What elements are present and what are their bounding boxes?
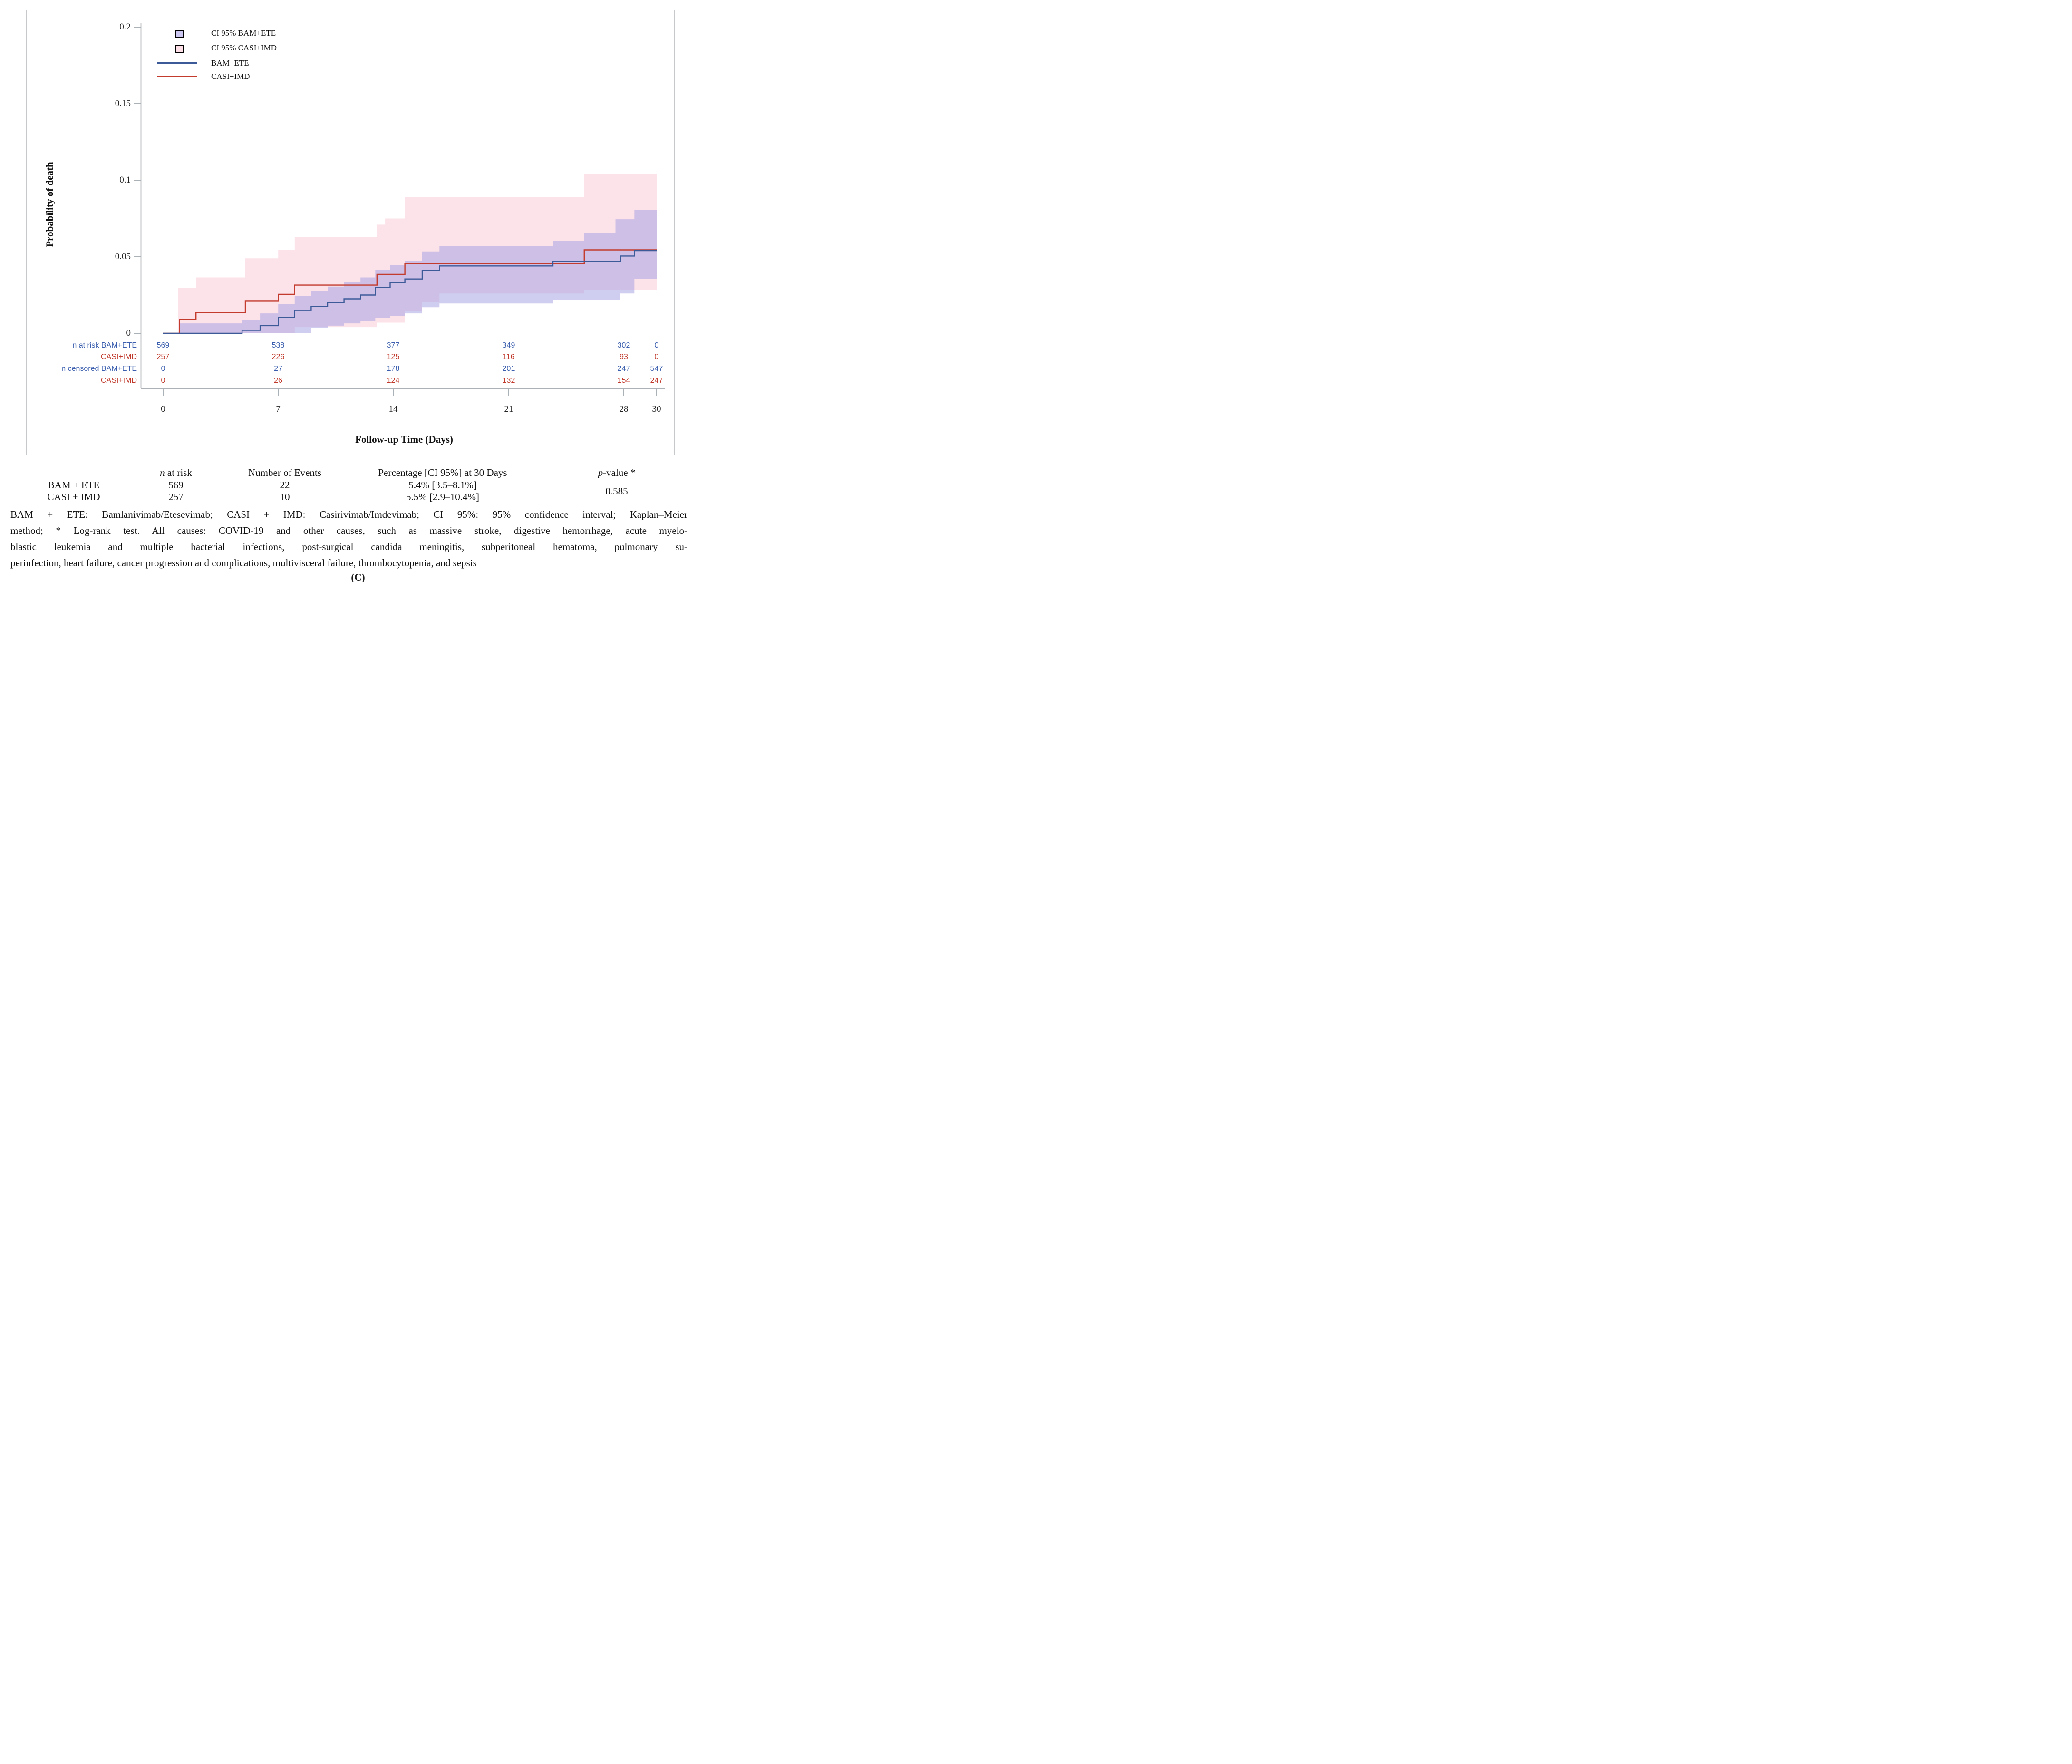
- x-tick-label-30: 30: [652, 404, 661, 414]
- footnote-line-4: perinfection, heart failure, cancer prog…: [10, 557, 477, 569]
- summary-header-events: Number of Events: [248, 467, 321, 478]
- summary-header-n-rest: at risk: [165, 467, 192, 478]
- summary-natrisk-casiimd: 257: [168, 491, 184, 503]
- risk-value: 93: [620, 353, 628, 361]
- risk-value: 0: [654, 353, 659, 361]
- summary-pvalue: 0.585: [605, 485, 628, 497]
- risk-row-label-natrisk-bamete: n at risk BAM+ETE: [72, 341, 137, 349]
- km-curve-CASI+IMD: [163, 249, 657, 334]
- risk-value: 26: [274, 377, 282, 385]
- risk-value: 0: [654, 341, 659, 349]
- footnote-line-3: blastic leukemia and multiple bacterial …: [10, 541, 687, 552]
- x-tick-label-14: 14: [388, 404, 398, 414]
- x-tick-label-21: 21: [504, 404, 513, 414]
- risk-value: 257: [156, 353, 170, 361]
- risk-value: 27: [274, 365, 282, 373]
- y-axis-title: Probability of death: [44, 162, 56, 247]
- risk-row-label-ncensored-bamete: n censored BAM+ETE: [61, 365, 137, 373]
- summary-natrisk-bamete: 569: [168, 479, 184, 491]
- summary-row-label-casiimd: CASI + IMD: [47, 491, 100, 503]
- y-tick-label-0_1: 0.1: [119, 175, 131, 185]
- risk-value: 116: [503, 353, 515, 361]
- summary-events-bamete: 22: [280, 479, 290, 491]
- legend-swatch-line-casiimd: [157, 76, 197, 77]
- risk-row-label-natrisk-casiimd: CASI+IMD: [100, 353, 137, 361]
- legend-swatch-ci-bamete: [175, 30, 184, 38]
- risk-value: 178: [387, 365, 400, 373]
- legend-swatch-line-bamete: [157, 62, 197, 64]
- x-tick-label-28: 28: [619, 404, 629, 414]
- legend-label-bamete: BAM+ETE: [211, 58, 249, 68]
- x-tick-label-0: 0: [161, 404, 165, 414]
- legend-swatch-ci-casiimd: [175, 45, 184, 53]
- summary-percentage-bamete: 5.4% [3.5–8.1%]: [408, 479, 477, 491]
- risk-value: 154: [617, 377, 630, 385]
- km-curve-BAM+ETE: [163, 250, 657, 334]
- risk-value: 247: [617, 365, 630, 373]
- risk-value: 302: [617, 341, 630, 349]
- y-tick-label-0_15: 0.15: [115, 98, 131, 108]
- risk-value: 569: [156, 341, 170, 349]
- x-axis-title: Follow-up Time (Days): [355, 434, 453, 445]
- legend-label-casiimd: CASI+IMD: [211, 72, 250, 81]
- summary-header-percentage: Percentage [CI 95%] at 30 Days: [378, 467, 507, 478]
- legend-label-ci-bamete: CI 95% BAM+ETE: [211, 29, 276, 38]
- ci-band: [179, 210, 657, 333]
- summary-header-pvalue: p-value *: [574, 466, 659, 479]
- y-tick-label-0: 0: [126, 328, 131, 338]
- risk-value: 0: [161, 365, 165, 373]
- summary-header-n-italic: n: [160, 467, 165, 478]
- summary-header-n-at-risk: n at risk: [133, 466, 219, 479]
- risk-value: 538: [271, 341, 285, 349]
- footnote-line-2: method; * Log-rank test. All causes: COV…: [10, 525, 687, 536]
- x-tick-label-7: 7: [276, 404, 281, 414]
- risk-value: 547: [650, 365, 663, 373]
- summary-row-label-bamete: BAM + ETE: [48, 479, 100, 491]
- risk-value: 124: [387, 377, 400, 385]
- y-tick-label-0_2: 0.2: [119, 22, 131, 32]
- risk-value: 247: [650, 377, 663, 385]
- y-tick-label-0_05: 0.05: [115, 252, 131, 262]
- summary-events-casiimd: 10: [280, 491, 290, 503]
- risk-value: 226: [271, 353, 285, 361]
- risk-value: 132: [502, 377, 515, 385]
- risk-value: 377: [387, 341, 400, 349]
- summary-percentage-casiimd: 5.5% [2.9–10.4%]: [406, 491, 479, 503]
- summary-header-p-rest: -value *: [603, 467, 636, 478]
- risk-value: 125: [387, 353, 400, 361]
- panel-caption: (C): [351, 572, 365, 583]
- footnote-line-1: BAM + ETE: Bamlanivimab/Etesevimab; CASI…: [10, 509, 687, 520]
- risk-value: 201: [502, 365, 515, 373]
- risk-value: 0: [161, 377, 165, 385]
- figure-border: [26, 10, 675, 455]
- km-plot-svg: [134, 23, 665, 396]
- risk-row-label-ncensored-casiimd: CASI+IMD: [100, 377, 137, 385]
- risk-value: 349: [502, 341, 515, 349]
- legend-label-ci-casiimd: CI 95% CASI+IMD: [211, 43, 277, 52]
- summary-header-p-italic: p: [598, 467, 603, 478]
